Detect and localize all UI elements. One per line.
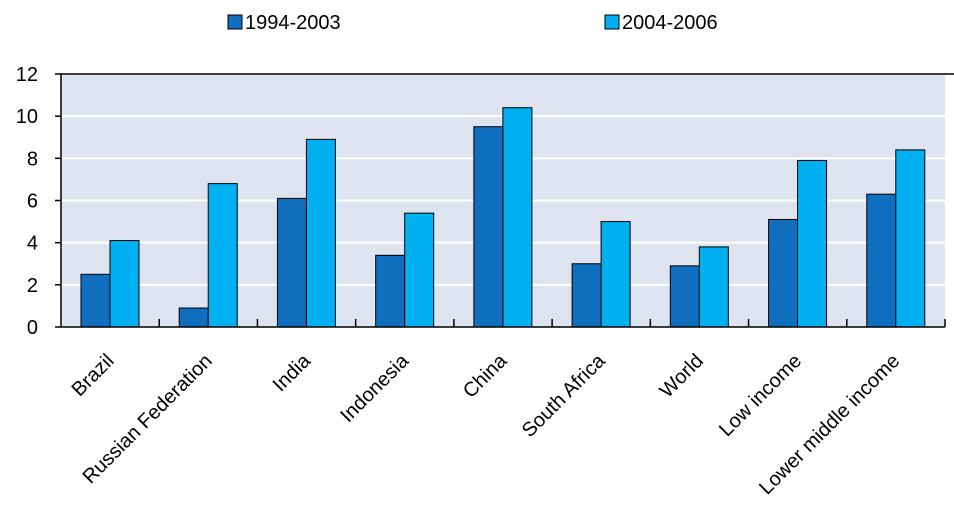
y-tick-label: 4 — [27, 233, 38, 255]
legend: 1994-2003 2004-2006 — [227, 12, 718, 34]
bar-1994-2003-india — [276, 197, 307, 328]
y-tick-label: 8 — [27, 148, 38, 170]
x-category-label: World — [656, 350, 708, 402]
bars — [80, 107, 926, 328]
bar-1994-2003-south-africa — [571, 263, 602, 328]
bar-2004-2006-low-income — [797, 159, 828, 328]
x-category-label: India — [269, 349, 316, 396]
y-tick-label: 0 — [27, 317, 38, 339]
x-category-label: China — [459, 349, 512, 402]
bar-1994-2003-low-income — [768, 218, 799, 328]
y-tick-label: 10 — [16, 106, 38, 128]
bar-2004-2006-india — [305, 138, 336, 328]
legend-label: 1994-2003 — [245, 12, 341, 34]
bar-2004-2006-indonesia — [404, 212, 435, 328]
x-category-label: Low income — [715, 350, 806, 441]
bar-1994-2003-brazil — [80, 273, 111, 328]
y-tick-label: 12 — [16, 64, 38, 86]
x-category-label: Indonesia — [336, 349, 414, 427]
bar-2004-2006-south-africa — [600, 221, 631, 328]
bar-2004-2006-brazil — [109, 240, 140, 328]
y-tick-label: 2 — [27, 275, 38, 297]
bar-2004-2006-russian-federation — [207, 183, 238, 328]
x-category-label: South Africa — [518, 349, 610, 441]
bar-1994-2003-china — [473, 126, 504, 328]
bar-1994-2003-indonesia — [375, 254, 406, 328]
legend-label: 2004-2006 — [622, 12, 718, 34]
legend-swatch — [227, 14, 243, 30]
legend-swatch — [604, 14, 620, 30]
y-tick-labels: 0 2 4 6 8 10 12 — [16, 64, 38, 339]
x-category-label: Brazil — [68, 350, 119, 401]
y-tick-label: 6 — [27, 191, 38, 213]
bar-1994-2003-world — [669, 265, 700, 328]
bar-2004-2006-world — [698, 246, 729, 328]
bar-1994-2003-lower-middle-income — [866, 193, 897, 328]
bar-2004-2006-lower-middle-income — [895, 149, 926, 328]
axes — [55, 73, 954, 328]
bar-2004-2006-china — [502, 107, 533, 328]
bar-1994-2003-russian-federation — [178, 307, 209, 328]
